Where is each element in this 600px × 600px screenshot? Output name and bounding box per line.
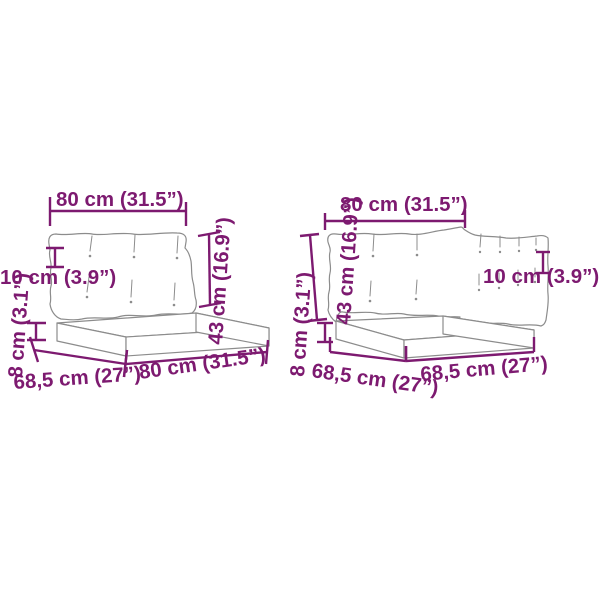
svg-text:10 cm (3.9”): 10 cm (3.9”): [483, 265, 599, 288]
svg-text:80 cm (31.5”): 80 cm (31.5”): [56, 188, 184, 211]
